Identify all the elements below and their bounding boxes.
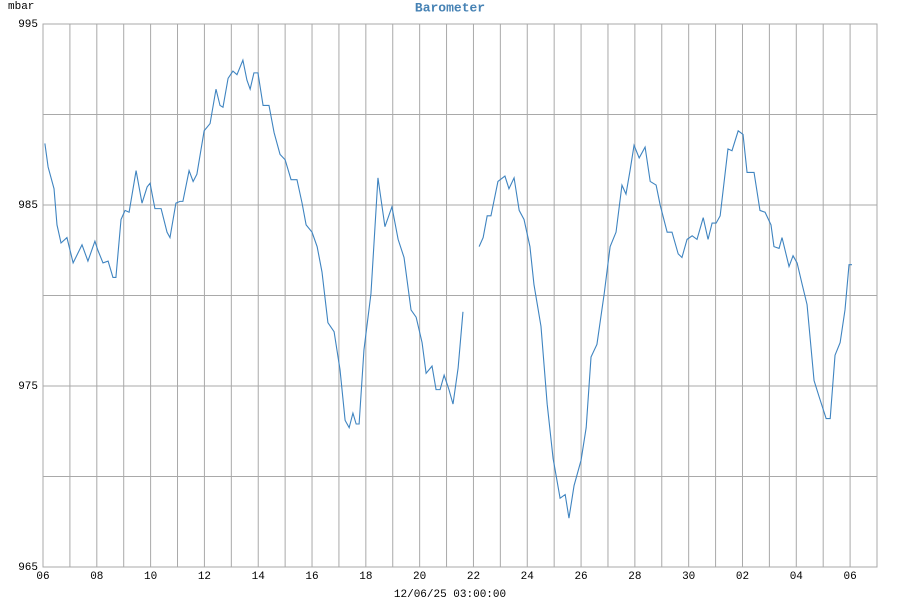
- line-series: [44, 58, 852, 519]
- x-tick-label: 26: [574, 571, 587, 583]
- y-tick-label: 985: [18, 200, 38, 212]
- x-tick-label: 04: [790, 571, 804, 583]
- x-tick-label: 18: [359, 571, 372, 583]
- y-tick-label: 995: [18, 19, 38, 31]
- x-tick-label: 12: [198, 571, 211, 583]
- chart-title: Barometer: [415, 0, 485, 15]
- x-tick-label: 30: [682, 571, 695, 583]
- x-tick-label: 06: [36, 571, 49, 583]
- y-tick-label: 965: [18, 562, 38, 574]
- x-tick-label: 20: [413, 571, 426, 583]
- x-tick-label: 08: [90, 571, 103, 583]
- y-axis-label: mbar: [8, 1, 34, 13]
- y-tick-label: 975: [18, 381, 38, 393]
- x-tick-label: 22: [467, 571, 480, 583]
- x-axis-label: 12/06/25 03:00:00: [394, 589, 506, 600]
- x-tick-label: 24: [521, 571, 535, 583]
- x-tick-label: 14: [252, 571, 266, 583]
- x-tick-label: 16: [305, 571, 318, 583]
- x-tick-label: 06: [843, 571, 856, 583]
- x-tick-label: 02: [736, 571, 749, 583]
- plot-frame: [42, 23, 878, 568]
- x-tick-label: 28: [628, 571, 641, 583]
- x-tick-label: 10: [144, 571, 157, 583]
